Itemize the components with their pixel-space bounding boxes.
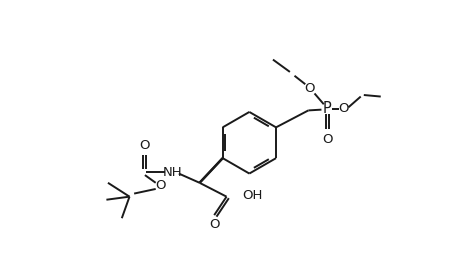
Text: O: O — [338, 102, 349, 115]
Text: O: O — [305, 82, 315, 95]
Text: O: O — [155, 179, 165, 192]
Text: O: O — [322, 133, 333, 146]
Text: O: O — [139, 139, 149, 152]
Text: NH: NH — [163, 165, 182, 178]
Text: OH: OH — [242, 188, 262, 202]
Text: O: O — [209, 218, 219, 231]
Text: P: P — [322, 101, 331, 116]
